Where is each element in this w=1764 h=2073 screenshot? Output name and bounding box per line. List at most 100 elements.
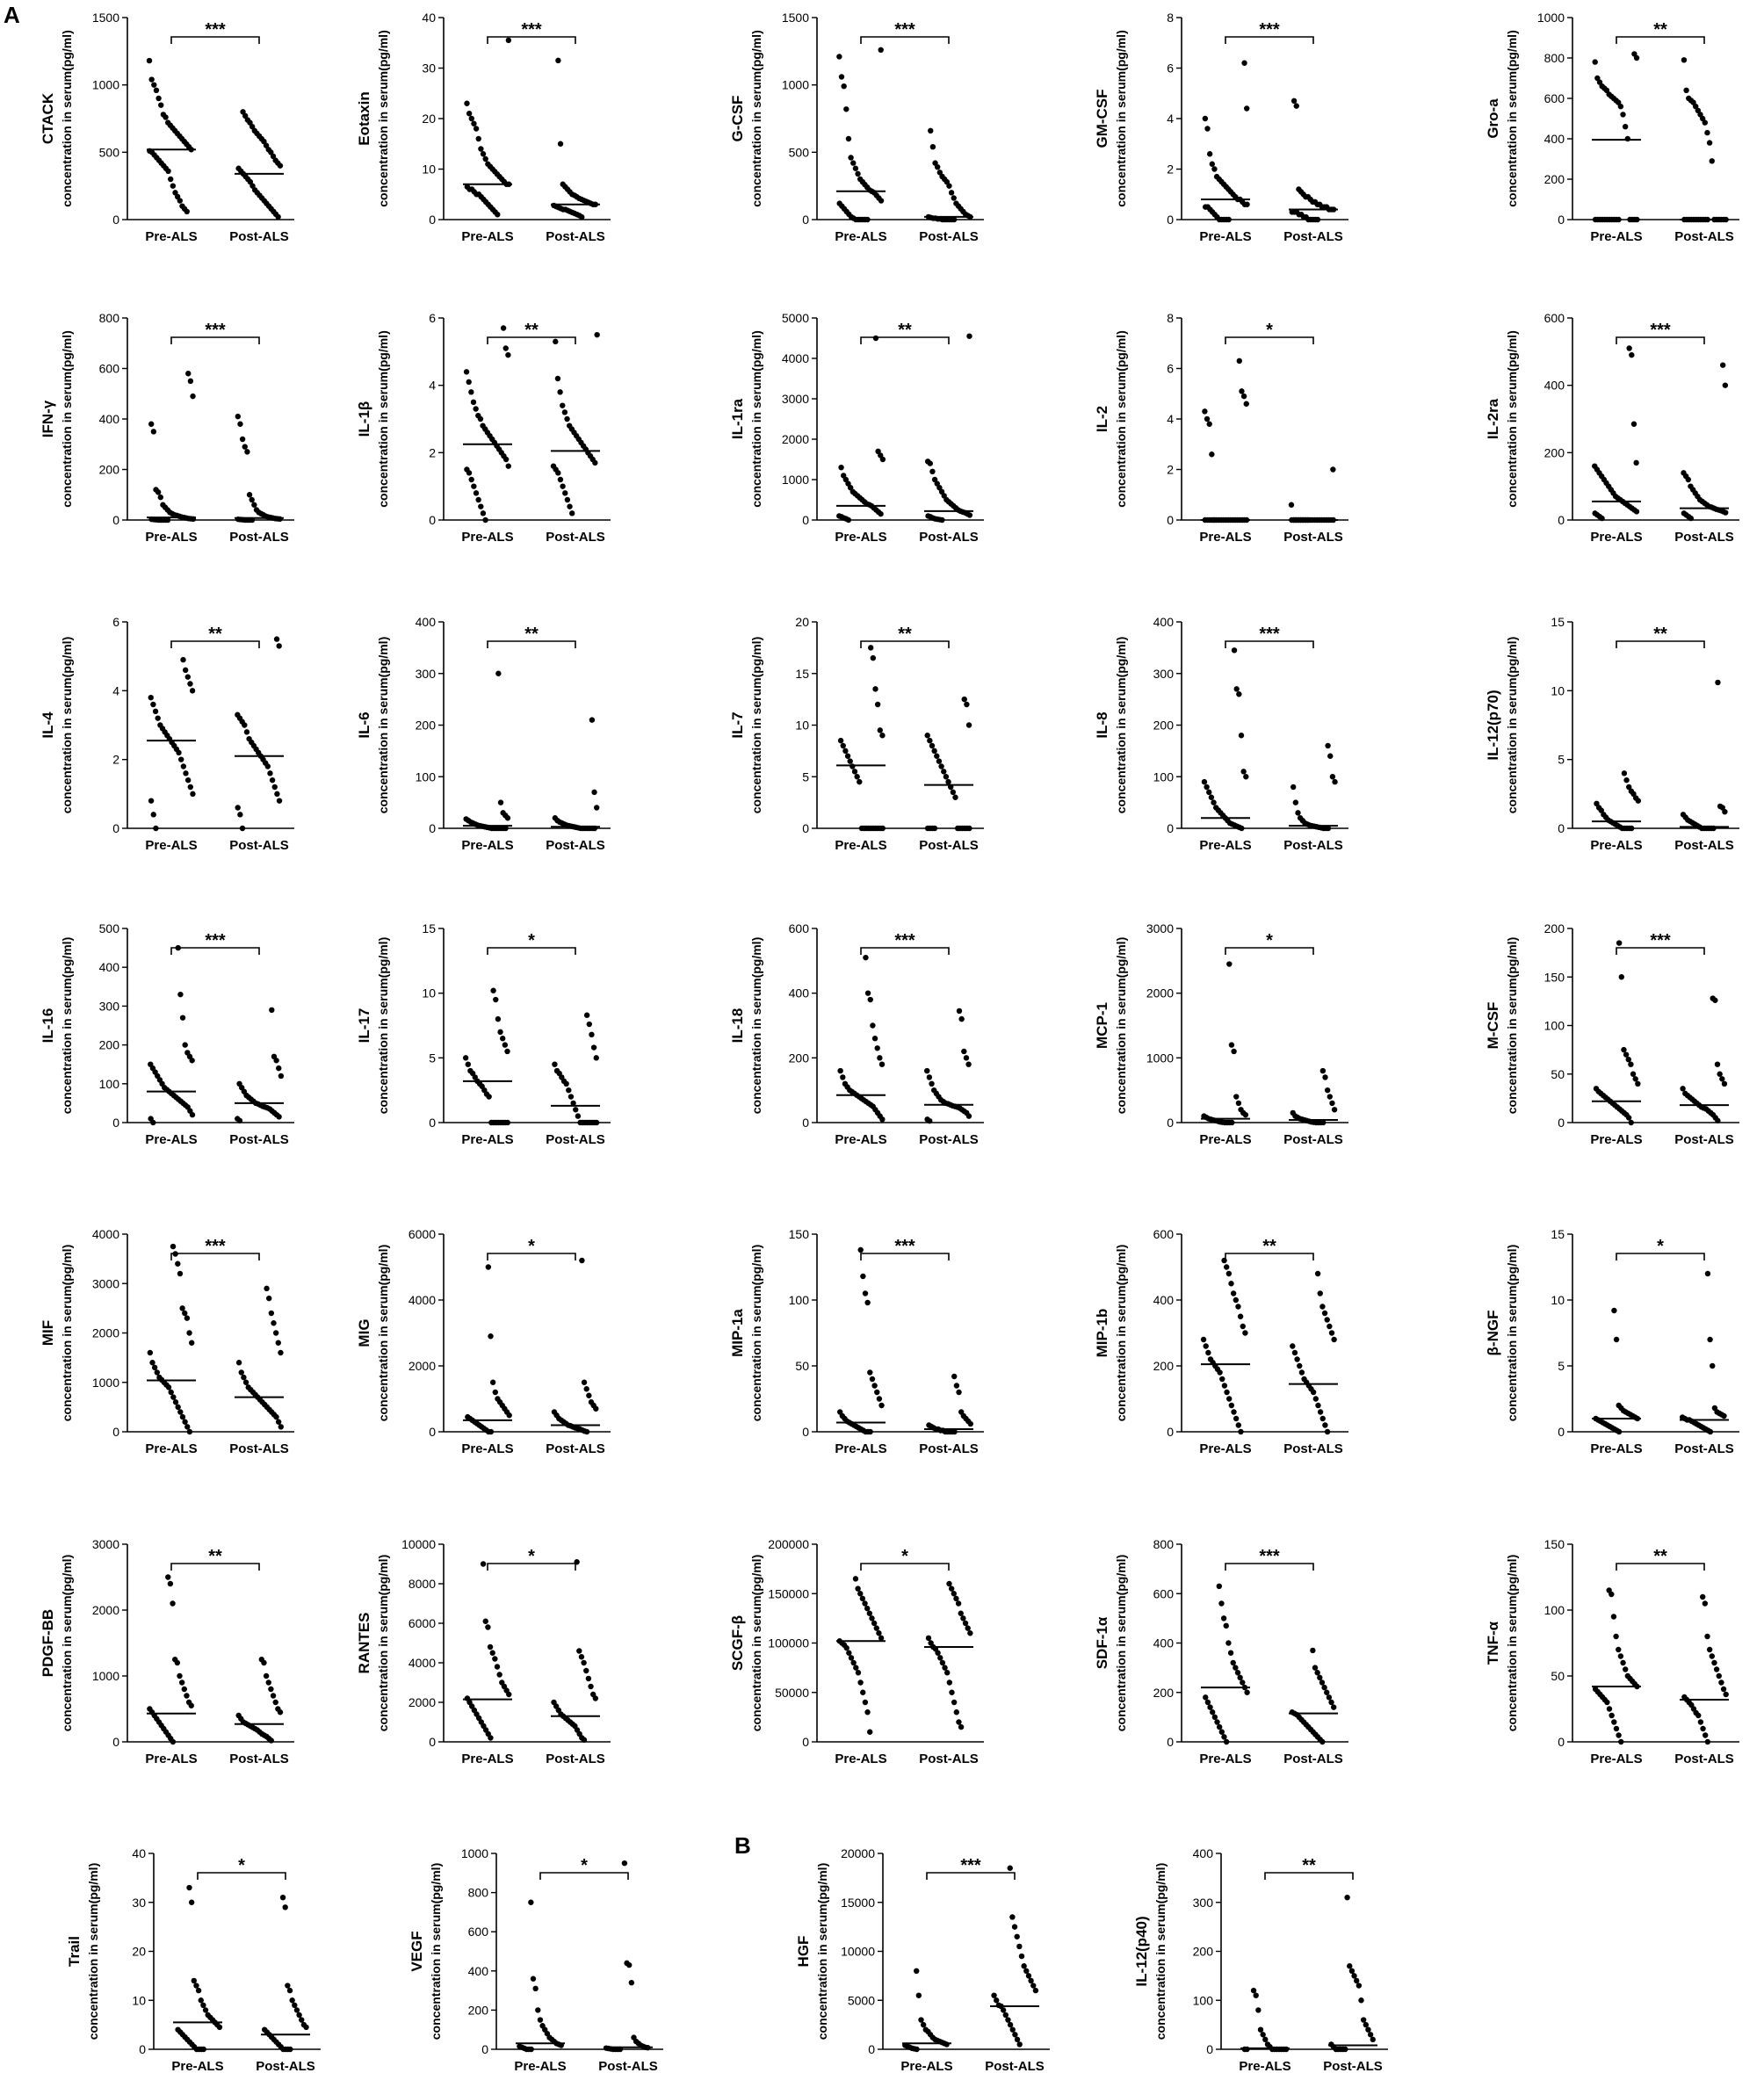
data-point [1367, 2032, 1374, 2038]
data-point [177, 1270, 184, 1277]
data-point [874, 701, 881, 708]
significance-bracket [170, 640, 260, 648]
significance-label: ** [524, 321, 539, 340]
data-point [1613, 1336, 1620, 1343]
data-point [1023, 1968, 1030, 1974]
x-category-label: Pre-ALS [145, 229, 197, 244]
y-tick-label: 0 [1167, 1735, 1174, 1749]
data-point [876, 1396, 883, 1402]
y-tick-label: 15000 [841, 1896, 875, 1910]
data-point [1594, 800, 1600, 806]
data-point [1202, 115, 1209, 122]
data-point [251, 502, 257, 508]
data-point [164, 516, 171, 524]
x-category-label: Pre-ALS [1590, 530, 1642, 545]
data-point [486, 1094, 492, 1100]
data-point [1241, 60, 1247, 66]
x-category-label: Post-ALS [919, 1752, 979, 1766]
data-point [1317, 1290, 1323, 1297]
data-point [187, 784, 193, 791]
y-tick-label: 4000 [782, 351, 809, 365]
data-point [468, 476, 474, 483]
significance-label: *** [1259, 20, 1280, 40]
data-point [836, 54, 842, 60]
significance-bracket [1225, 640, 1314, 648]
y-tick-label: 0 [868, 2042, 875, 2056]
data-point [1225, 216, 1232, 223]
data-point [1228, 1042, 1235, 1048]
x-category-label: Post-ALS [1674, 1132, 1734, 1147]
data-point [862, 1699, 869, 1706]
data-point [1216, 1723, 1223, 1730]
y-tick-label: 100 [1153, 769, 1175, 784]
data-point [1243, 774, 1249, 780]
data-point [1210, 1709, 1216, 1715]
data-point [1235, 1304, 1241, 1310]
significance-label: ** [208, 625, 222, 644]
x-category-label: Pre-ALS [900, 2059, 952, 2073]
data-point [864, 1709, 871, 1715]
data-point [1704, 1270, 1711, 1277]
data-point [504, 815, 511, 821]
y-tick-label: 600 [1153, 1586, 1175, 1600]
data-point [1205, 1349, 1211, 1356]
significance-bracket [170, 1563, 260, 1571]
y-axis-title: PDGF-BB [40, 1609, 56, 1677]
data-point [1715, 679, 1721, 686]
data-point [497, 799, 504, 805]
y-axis-title: MIP-1b [1094, 1309, 1110, 1358]
y-tick-label: 4000 [408, 1293, 436, 1307]
data-point [943, 774, 950, 780]
significance-bracket [860, 640, 950, 648]
y-tick-label: 2 [429, 445, 436, 459]
data-point [1328, 1330, 1335, 1336]
data-point [235, 805, 241, 811]
data-point [1319, 1738, 1326, 1745]
data-point [184, 208, 190, 214]
data-point [621, 1860, 628, 1867]
data-point [1329, 1100, 1335, 1107]
y-tick-label: 20 [132, 1945, 146, 1959]
y-tick-label: 100 [1193, 1993, 1214, 2007]
significance-bracket [860, 947, 950, 955]
data-point [845, 135, 852, 142]
data-point [554, 375, 561, 382]
data-point [1592, 59, 1598, 65]
y-axis-title: β-NGF [1485, 1311, 1501, 1356]
data-point [1243, 401, 1249, 407]
significance-bracket [197, 1872, 286, 1880]
y-axis-unit-label: concentration in serum(pg/ml) [60, 30, 74, 206]
y-tick-label: 500 [789, 145, 810, 159]
data-point [867, 1729, 873, 1735]
y-axis-title: IL-4 [40, 711, 56, 739]
y-tick-label: 0 [1558, 1116, 1565, 1130]
data-point [1204, 784, 1210, 791]
significance-bracket [860, 36, 950, 44]
data-point [1228, 1402, 1235, 1409]
data-point [1021, 1963, 1027, 1969]
data-point [1236, 358, 1243, 365]
data-point [915, 1992, 922, 1998]
data-point [1314, 1270, 1321, 1277]
data-point [1321, 1684, 1327, 1691]
data-point [182, 667, 189, 674]
data-point [1598, 807, 1604, 813]
data-point [579, 213, 585, 220]
data-point [948, 1585, 955, 1592]
y-axis-title: IL-18 [729, 1008, 746, 1044]
data-point [867, 1428, 873, 1435]
significance-label: *** [894, 20, 915, 40]
data-point [200, 2002, 206, 2009]
y-tick-label: 800 [468, 1886, 489, 1900]
chart-tnf-: 0 50 100 150 TNF-α concentration in serum(pg/… [1485, 1537, 1739, 1766]
data-point [189, 1058, 195, 1064]
data-point [1221, 1383, 1228, 1389]
significance-label: * [1266, 931, 1273, 950]
y-tick-label: 400 [468, 1964, 489, 1978]
data-point [274, 791, 280, 798]
y-tick-label: 10 [1551, 683, 1565, 697]
data-point [567, 503, 573, 509]
data-point [843, 106, 849, 112]
data-point [946, 1580, 952, 1587]
data-point [180, 763, 187, 769]
